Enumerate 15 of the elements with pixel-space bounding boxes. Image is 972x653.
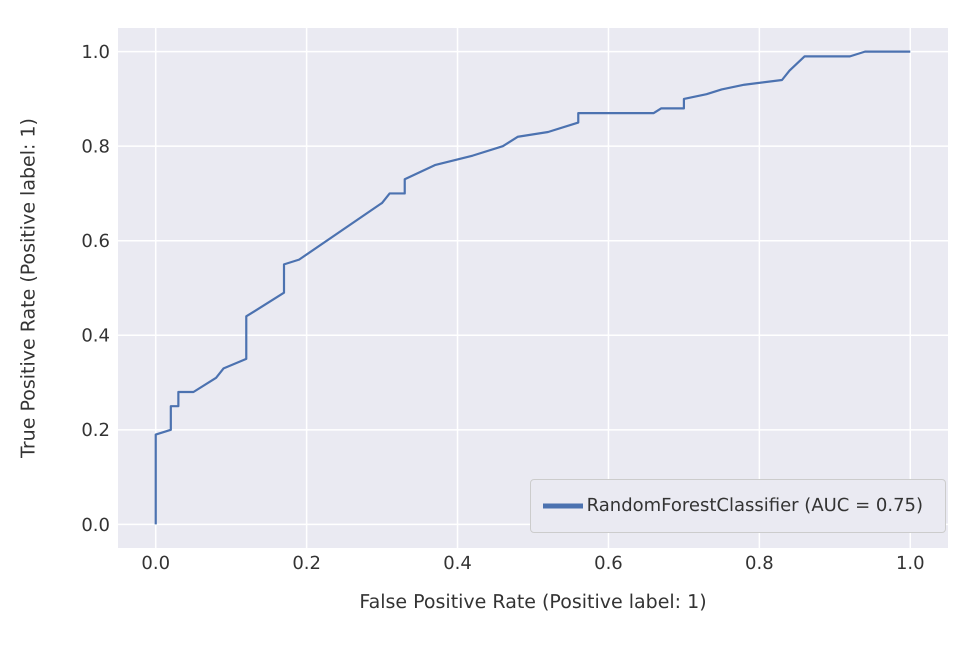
x-tick-label: 1.0: [896, 552, 925, 574]
y-axis-title: True Positive Rate (Positive label: 1): [18, 118, 40, 459]
y-tick-label: 0.4: [81, 326, 110, 347]
y-tick-label: 1.0: [81, 42, 110, 64]
x-tick-label: 0.6: [594, 552, 623, 574]
x-tick-label: 0.2: [292, 552, 321, 574]
y-tick-label: 0.6: [81, 231, 110, 252]
x-tick-label: 0.0: [141, 552, 170, 574]
legend-label: RandomForestClassifier (AUC = 0.75): [586, 494, 923, 516]
y-tick-label: 0.2: [81, 420, 110, 442]
x-tick-label: 0.4: [443, 552, 472, 574]
x-axis-title: False Positive Rate (Positive label: 1): [359, 591, 707, 613]
x-tick-label: 0.8: [745, 552, 774, 574]
y-tick-label: 0.8: [81, 136, 110, 158]
y-tick-label: 0.0: [81, 514, 110, 536]
